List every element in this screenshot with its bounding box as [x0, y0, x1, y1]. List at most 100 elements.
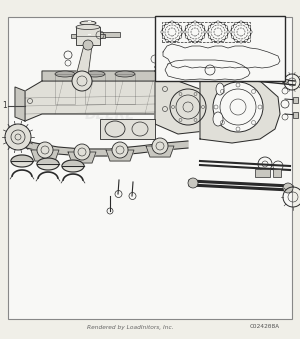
Circle shape	[230, 31, 232, 33]
Polygon shape	[76, 45, 92, 76]
Ellipse shape	[160, 67, 166, 71]
Polygon shape	[18, 139, 188, 156]
Ellipse shape	[85, 71, 105, 77]
Circle shape	[212, 39, 214, 42]
Polygon shape	[68, 152, 96, 163]
Bar	[155, 16, 285, 81]
Ellipse shape	[230, 74, 236, 78]
Circle shape	[161, 31, 163, 33]
Polygon shape	[42, 71, 178, 94]
Circle shape	[222, 22, 224, 24]
Bar	[100, 119, 155, 139]
Circle shape	[179, 26, 182, 28]
Circle shape	[245, 39, 247, 42]
Circle shape	[231, 36, 233, 38]
Ellipse shape	[76, 24, 100, 29]
Ellipse shape	[248, 76, 254, 80]
Circle shape	[226, 36, 228, 38]
Ellipse shape	[55, 71, 75, 77]
Circle shape	[248, 26, 251, 28]
Polygon shape	[155, 81, 218, 134]
Circle shape	[248, 36, 251, 38]
Circle shape	[240, 41, 242, 43]
Ellipse shape	[212, 72, 218, 76]
Circle shape	[208, 26, 211, 28]
Circle shape	[152, 138, 168, 154]
Circle shape	[213, 82, 263, 132]
Ellipse shape	[80, 27, 96, 31]
Ellipse shape	[216, 83, 224, 95]
Bar	[293, 112, 298, 118]
Circle shape	[5, 124, 31, 150]
Bar	[55, 74, 75, 104]
Circle shape	[222, 39, 224, 42]
Circle shape	[185, 26, 188, 28]
Circle shape	[199, 39, 201, 42]
Bar	[293, 97, 298, 103]
Circle shape	[83, 40, 93, 50]
Circle shape	[208, 36, 211, 38]
Text: JOHN
DEERE: JOHN DEERE	[85, 92, 135, 122]
Circle shape	[184, 31, 186, 33]
Circle shape	[181, 31, 183, 33]
Bar	[8, 17, 292, 319]
Circle shape	[194, 21, 196, 23]
Polygon shape	[146, 146, 174, 157]
Circle shape	[245, 22, 247, 24]
Circle shape	[162, 36, 164, 38]
Bar	[71, 34, 76, 38]
Polygon shape	[62, 166, 84, 172]
Polygon shape	[106, 150, 134, 161]
Bar	[255, 169, 270, 177]
Bar	[100, 32, 120, 37]
Circle shape	[217, 21, 219, 23]
Circle shape	[250, 31, 252, 33]
Circle shape	[171, 41, 173, 43]
Circle shape	[202, 36, 205, 38]
Bar	[76, 27, 100, 45]
Circle shape	[188, 178, 198, 188]
Text: 1: 1	[2, 101, 7, 111]
Polygon shape	[11, 161, 33, 167]
Ellipse shape	[265, 78, 271, 81]
Circle shape	[162, 26, 164, 28]
Polygon shape	[200, 71, 280, 143]
Circle shape	[217, 41, 219, 43]
Polygon shape	[15, 87, 25, 121]
Ellipse shape	[195, 71, 201, 75]
Circle shape	[176, 39, 178, 42]
Circle shape	[176, 22, 178, 24]
Bar	[85, 74, 105, 104]
Polygon shape	[11, 155, 33, 161]
Circle shape	[74, 144, 90, 160]
Ellipse shape	[178, 69, 184, 73]
Circle shape	[112, 142, 128, 158]
Circle shape	[37, 142, 53, 158]
Circle shape	[231, 26, 233, 28]
Polygon shape	[37, 164, 59, 170]
Circle shape	[189, 39, 191, 42]
Circle shape	[283, 183, 293, 193]
Circle shape	[171, 21, 173, 23]
Text: CO24208A: CO24208A	[250, 324, 280, 330]
Circle shape	[204, 31, 206, 33]
Circle shape	[166, 22, 168, 24]
Polygon shape	[62, 160, 84, 166]
Circle shape	[199, 22, 201, 24]
Text: Rendered by LoadInitors, Inc.: Rendered by LoadInitors, Inc.	[87, 324, 173, 330]
Polygon shape	[37, 158, 59, 164]
Bar	[115, 74, 135, 104]
Circle shape	[235, 39, 237, 42]
Circle shape	[185, 36, 188, 38]
Ellipse shape	[115, 71, 135, 77]
Circle shape	[202, 26, 205, 28]
Polygon shape	[25, 81, 178, 124]
Bar	[162, 22, 250, 42]
Bar	[100, 34, 105, 38]
Bar	[273, 169, 281, 177]
Circle shape	[179, 36, 182, 38]
Circle shape	[72, 71, 92, 91]
Ellipse shape	[283, 79, 289, 83]
Circle shape	[207, 31, 209, 33]
Circle shape	[194, 41, 196, 43]
